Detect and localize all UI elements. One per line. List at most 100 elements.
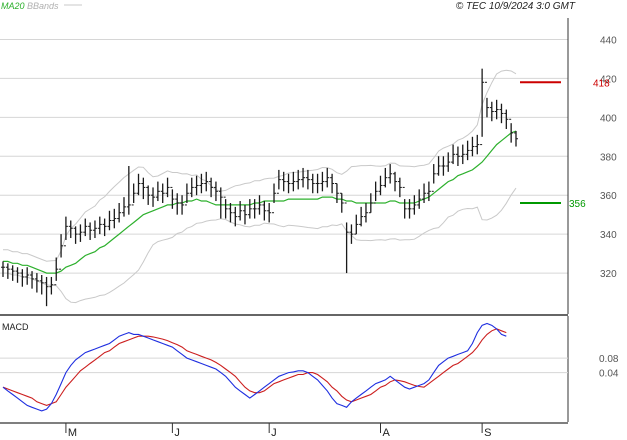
price-bar xyxy=(436,156,441,176)
price-bar xyxy=(388,164,393,184)
price-bar xyxy=(247,199,252,219)
macd-main-line xyxy=(2,322,507,412)
price-bar xyxy=(233,206,238,227)
macd-grid xyxy=(0,357,568,374)
price-bar xyxy=(446,152,451,172)
price-bar xyxy=(20,269,25,287)
resistance-level-label: 418 xyxy=(593,78,610,89)
bollinger-bands xyxy=(3,69,517,304)
price-bar xyxy=(465,140,470,161)
price-bar xyxy=(146,185,151,205)
macd-label: MACD xyxy=(2,322,29,332)
price-bar xyxy=(509,118,514,143)
price-bar xyxy=(494,99,499,120)
bband-upper-line xyxy=(3,69,517,262)
price-bar xyxy=(25,267,30,285)
price-bar xyxy=(88,222,93,240)
time-axis-label: S xyxy=(484,427,491,439)
price-bar xyxy=(126,166,131,215)
price-grid xyxy=(0,38,568,274)
price-bar xyxy=(160,183,165,203)
price-bar xyxy=(242,204,247,225)
support-level-label: 356 xyxy=(569,199,586,210)
price-bar xyxy=(78,224,83,242)
macd-signal-line xyxy=(2,328,507,406)
price-bar xyxy=(117,202,122,223)
price-bar xyxy=(141,177,146,200)
price-bar xyxy=(151,187,156,207)
price-bar xyxy=(199,173,204,194)
price-tick-label: 320 xyxy=(600,269,617,280)
price-bar xyxy=(209,177,214,198)
price-tick-label: 440 xyxy=(600,35,617,46)
price-tick-label: 420 xyxy=(600,74,617,85)
price-bar xyxy=(451,144,456,165)
price-bar xyxy=(373,181,378,204)
price-tick-label: 380 xyxy=(600,152,617,163)
price-bar xyxy=(286,173,291,194)
macd-tick-label: 0.04 xyxy=(599,369,619,380)
price-bar xyxy=(194,175,199,196)
price-bar xyxy=(170,186,175,209)
price-bar xyxy=(73,226,78,244)
price-bar xyxy=(92,220,97,239)
price-bar xyxy=(422,183,427,203)
price-bar xyxy=(131,183,136,206)
price-bar xyxy=(184,183,189,206)
price-bar xyxy=(325,167,330,188)
legend-bbands: BBands xyxy=(27,1,59,11)
price-tick-label: 360 xyxy=(600,191,617,202)
price-bar xyxy=(44,276,49,307)
price-bar xyxy=(238,201,243,221)
price-bar xyxy=(475,134,480,155)
price-tick-label: 340 xyxy=(600,230,617,241)
price-bar xyxy=(213,181,218,202)
price-bar xyxy=(417,189,422,209)
price-bar xyxy=(339,192,344,213)
price-bar xyxy=(204,171,209,192)
price-bar xyxy=(121,197,126,217)
price-bar xyxy=(393,171,398,192)
macd-axis: 0.08 0.04 xyxy=(599,354,619,380)
price-bar xyxy=(383,167,388,188)
price-bar xyxy=(180,195,185,215)
price-bar xyxy=(112,208,117,229)
price-bar xyxy=(330,173,335,194)
price-bar xyxy=(359,206,364,227)
time-axis-label: M xyxy=(68,427,77,439)
price-bar xyxy=(281,171,286,192)
price-bar xyxy=(431,164,436,192)
price-bar xyxy=(107,210,112,231)
price-bar xyxy=(165,177,170,198)
price-bar xyxy=(34,273,39,293)
price-bar xyxy=(10,265,15,281)
price-bar xyxy=(460,144,465,165)
macd-lines xyxy=(2,322,507,412)
price-bar xyxy=(310,173,315,194)
price-bar xyxy=(59,234,64,270)
price-bar xyxy=(262,201,267,221)
price-bar xyxy=(267,202,272,223)
price-bar xyxy=(291,171,296,192)
price-bar xyxy=(378,175,383,196)
price-bar xyxy=(296,169,301,190)
support-resistance-levels: 418 356 xyxy=(520,78,610,210)
price-bar xyxy=(315,173,320,194)
price-bar xyxy=(97,216,102,235)
price-bar xyxy=(412,195,417,215)
price-bar xyxy=(514,130,518,147)
price-bar xyxy=(257,195,262,215)
price-bar xyxy=(354,214,359,235)
price-bars xyxy=(1,68,518,307)
price-bar xyxy=(344,202,349,274)
price-bar xyxy=(397,177,402,198)
price-bar xyxy=(252,199,257,219)
price-bar xyxy=(470,136,475,157)
legend-ma20: MA20 xyxy=(1,1,25,11)
price-bar xyxy=(30,271,35,289)
copyright-timestamp: © TEC 10/9/2024 3:0 GMT xyxy=(456,1,576,12)
price-bar xyxy=(334,183,339,203)
price-bar xyxy=(349,224,354,244)
